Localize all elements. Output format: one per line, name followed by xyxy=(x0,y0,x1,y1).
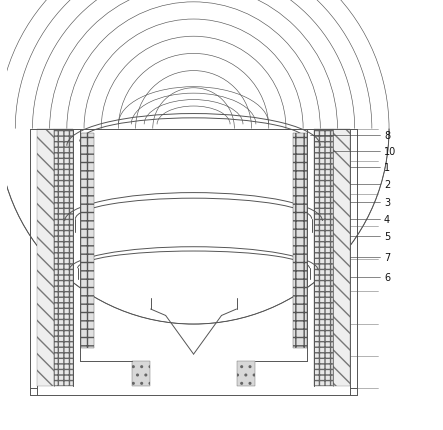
Bar xyxy=(81,134,94,348)
Text: 6: 6 xyxy=(384,272,390,282)
Bar xyxy=(37,129,54,387)
Text: 4: 4 xyxy=(384,214,390,224)
Text: 8: 8 xyxy=(384,131,390,141)
Text: 3: 3 xyxy=(384,197,390,207)
Bar xyxy=(293,134,307,348)
Bar xyxy=(314,129,333,387)
Text: 10: 10 xyxy=(384,147,396,157)
Bar xyxy=(54,129,73,387)
Text: 1: 1 xyxy=(384,163,390,173)
Bar xyxy=(333,129,350,387)
Text: 2: 2 xyxy=(384,180,390,190)
Bar xyxy=(237,361,256,387)
Text: 5: 5 xyxy=(384,231,390,241)
Bar xyxy=(132,361,150,387)
Text: 7: 7 xyxy=(384,253,390,263)
